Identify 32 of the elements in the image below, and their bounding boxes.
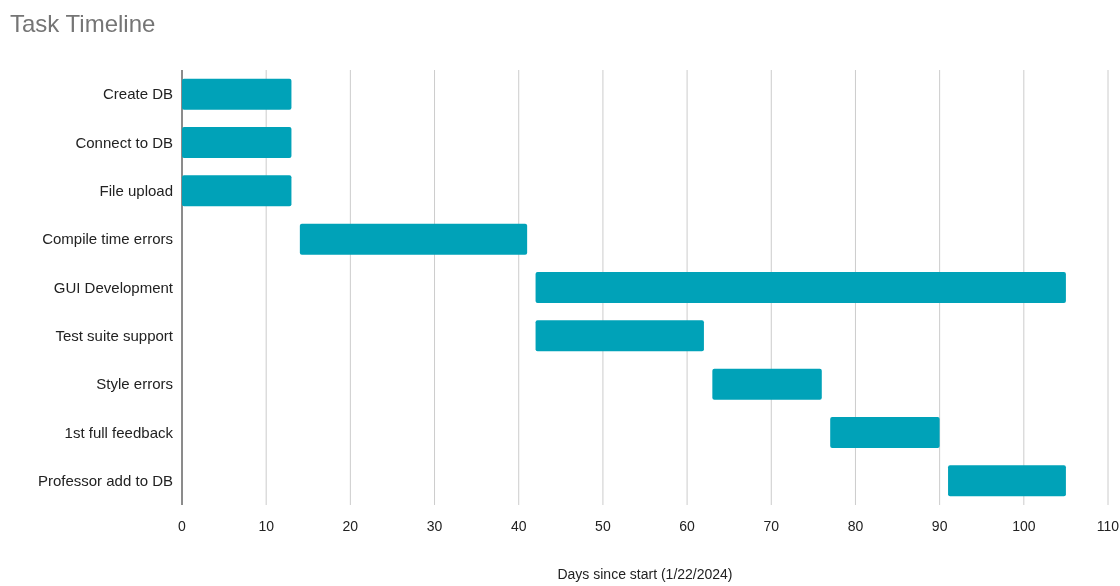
x-tick-label: 30 bbox=[426, 518, 443, 534]
y-tick-label: File upload bbox=[99, 182, 173, 200]
bar bbox=[182, 127, 292, 158]
chart-title: Task Timeline bbox=[10, 10, 156, 37]
y-tick-label: 1st full feedback bbox=[64, 423, 174, 441]
x-tick-label: 10 bbox=[258, 518, 275, 534]
x-tick-label: 50 bbox=[595, 518, 611, 534]
bar bbox=[182, 175, 292, 207]
y-tick-label: Create DB bbox=[102, 85, 173, 103]
y-tick-label: GUI Development bbox=[53, 278, 174, 296]
bar bbox=[948, 465, 1066, 497]
y-tick-label: Connect to DB bbox=[75, 133, 173, 151]
bar bbox=[535, 272, 1066, 303]
bar bbox=[712, 368, 822, 400]
x-axis-title: Days since start (1/22/2024) bbox=[557, 566, 733, 582]
x-tick-label: 40 bbox=[510, 518, 527, 534]
bar bbox=[182, 78, 292, 110]
x-tick-label: 100 bbox=[1012, 518, 1036, 534]
y-tick-label: Test suite support bbox=[55, 327, 174, 345]
x-tick-label: 0 bbox=[178, 518, 187, 534]
bar bbox=[535, 320, 704, 352]
x-tick-label: 60 bbox=[679, 518, 696, 534]
y-tick-label: Professor add to DB bbox=[37, 472, 173, 490]
x-tick-label: 90 bbox=[931, 518, 948, 534]
bar bbox=[830, 417, 940, 448]
x-tick-label: 110 bbox=[1096, 518, 1120, 534]
bar bbox=[299, 223, 528, 255]
y-tick-label: Compile time errors bbox=[42, 230, 173, 248]
x-tick-label: 80 bbox=[847, 518, 864, 534]
x-tick-label: 70 bbox=[763, 518, 780, 534]
x-tick-label: 20 bbox=[342, 518, 359, 534]
y-tick-label: Style errors bbox=[96, 375, 173, 393]
